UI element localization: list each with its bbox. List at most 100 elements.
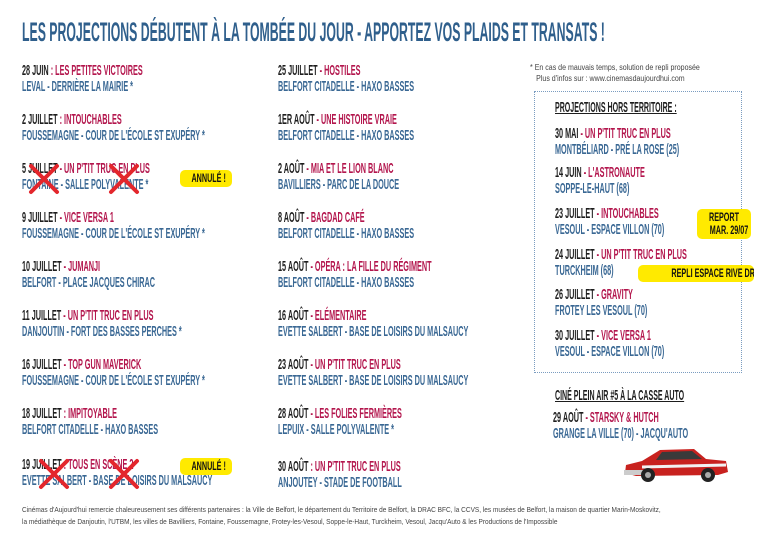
screening-date: 23 JUILLET	[555, 205, 595, 222]
screening-place: VESOUL - ESPACE VILLON (70)	[555, 221, 665, 238]
screening-film: UN P'TIT TRUC EN PLUS	[601, 246, 687, 263]
screening-film: OPÉRA : LA FILLE DU RÉGIMENT	[314, 258, 432, 275]
screening-film: UN P'TIT TRUC EN PLUS	[314, 458, 401, 475]
screening-date: 10 JUILLET	[22, 258, 62, 275]
screening-separator: -	[594, 286, 602, 303]
screening-place: FOUSSEMAGNE - COUR DE L'ÉCOLE ST EXUPÉRY…	[22, 225, 205, 242]
screening-date: 11 JUILLET	[22, 307, 62, 324]
screening-place: BELFORT CITADELLE - HAXO BASSES	[278, 274, 415, 291]
screening-separator: -	[308, 405, 315, 422]
screening-place: ANJOUTEY - STADE DE FOOTBALL	[278, 474, 402, 491]
screening-place: BAVILLIERS - PARC DE LA DOUCE	[278, 176, 400, 193]
out-of-territory-heading: PROJECTIONS HORS TERRITOIRE :	[555, 99, 677, 116]
screening-entry: 23 AOÛT - UN P'TIT TRUC EN PLUS EVETTE SA…	[278, 357, 671, 389]
screening-separator: -	[594, 327, 602, 344]
screening-separator: -	[61, 356, 69, 373]
screening-date: 16 JUILLET	[22, 356, 62, 373]
screening-place: BELFORT CITADELLE - HAXO BASSES	[22, 421, 159, 438]
partners-footer: Cinémas d'Aujourd'hui remercie chaleureu…	[22, 504, 748, 528]
note-line-2: Plus d'infos sur : www.cinemasdaujourdhu…	[536, 74, 685, 83]
cancel-cross-icon	[39, 459, 69, 489]
screening-film: UN P'TIT TRUC EN PLUS	[67, 307, 154, 324]
screening-entry: 14 JUIN - L'ASTRONAUTE SOPPE-LE-HAUT (68)	[555, 165, 740, 197]
screening-date: 25 JUILLET	[278, 62, 318, 79]
screening-entry: 16 JUILLET - TOP GUN MAVERICK FOUSSEMAGNE…	[22, 357, 399, 389]
screening-date: 9 JUILLET	[22, 209, 58, 226]
screening-separator: -	[57, 209, 65, 226]
weather-note: * En cas de mauvais temps, solution de r…	[530, 62, 700, 84]
screening-entry: 23 JUILLET - INTOUCHABLES VESOUL - ESPACE…	[555, 206, 768, 238]
screening-date: 29 AOÛT	[553, 409, 584, 426]
screening-film: INTOUCHABLES	[601, 205, 659, 222]
screening-title-line: 2 JUILLET : INTOUCHABLES	[22, 112, 205, 128]
screening-entry: 8 AOÛT - BAGDAD CAFÉ BELFORT CITADELLE - …	[278, 210, 559, 242]
screening-title-line: 30 AOÛT : UN P'TIT TRUC EN PLUS	[278, 459, 402, 475]
screening-place: FOUSSEMAGNE - COUR DE L'ÉCOLE ST EXUPÉRY…	[22, 372, 205, 389]
screening-title-line: 23 JUILLET - INTOUCHABLES	[555, 206, 664, 222]
screening-place: LEVAL - DERRIÈRE LA MAIRIE *	[22, 78, 134, 95]
screening-entry: 29 AOÛT - STARSKY & HUTCH GRANGE LA VILLE…	[553, 410, 768, 442]
cancelled-badge: ANNULÉ !	[180, 170, 232, 187]
screening-entry: 2 AOÛT - MIA ET LE LION BLANC BAVILLIERS …	[278, 161, 528, 193]
screening-place: EVETTE SALBERT - BASE DE LOISIRS DU MALS…	[278, 372, 469, 389]
screening-film: STARSKY & HUTCH	[589, 409, 659, 426]
screening-title-line: 18 JUILLET : IMPITOYABLE	[22, 406, 158, 422]
screening-film: MIA ET LE LION BLANC	[310, 160, 394, 177]
screening-title-line: 16 JUILLET - TOP GUN MAVERICK	[22, 357, 205, 373]
screening-entry: 2 JUILLET : INTOUCHABLES FOUSSEMAGNE - CO…	[22, 112, 399, 144]
screening-date: 23 AOÛT	[278, 356, 309, 373]
screening-title-line: 30 MAI - UN P'TIT TRUC EN PLUS	[555, 126, 679, 142]
screening-date: 24 JUILLET	[555, 246, 595, 263]
screening-film: TOP GUN MAVERICK	[68, 356, 142, 373]
screening-separator: -	[61, 258, 69, 275]
screening-film: GRAVITY	[601, 286, 633, 303]
screening-separator: -	[57, 160, 65, 177]
screening-entry: 26 JUILLET - GRAVITY FROTEY LES VESOUL (7…	[555, 287, 745, 319]
screening-title-line: 25 JUILLET - HOSTILES	[278, 63, 414, 79]
screening-entry: 18 JUILLET : IMPITOYABLE BELFORT CITADELL…	[22, 406, 303, 438]
screening-title-line: 24 JUILLET - UN P'TIT TRUC EN PLUS	[555, 247, 687, 263]
footer-line-2: la médiathèque de Danjoutin, l'UTBM, les…	[22, 517, 558, 526]
screening-separator: :	[61, 405, 69, 422]
screening-entry: 28 AOÛT - LES FOLIES FERMIÈRES LEPUIX - S…	[278, 406, 533, 438]
screening-separator: -	[578, 125, 585, 142]
footer-line-1: Cinémas d'Aujourd'hui remercie chaleureu…	[22, 505, 661, 514]
cancel-cross-icon	[29, 164, 59, 194]
screening-title-line: 14 JUIN - L'ASTRONAUTE	[555, 165, 645, 181]
screening-entry: 30 MAI - UN P'TIT TRUC EN PLUS MONTBÉLIAR…	[555, 126, 768, 158]
screening-place: DANJOUTIN - FORT DES BASSES PERCHES *	[22, 323, 182, 340]
screening-entry: 9 JUILLET - VICE VERSA 1 FOUSSEMAGNE - CO…	[22, 210, 399, 242]
screening-separator: -	[304, 209, 311, 226]
screening-place: BELFORT CITADELLE - HAXO BASSES	[278, 225, 415, 242]
screening-title-line: 28 AOÛT - LES FOLIES FERMIÈRES	[278, 406, 402, 422]
screening-date: 1ER AOÛT	[278, 111, 315, 128]
screening-date: 8 AOÛT	[278, 209, 305, 226]
screening-film: BAGDAD CAFÉ	[310, 209, 365, 226]
screening-title-line: 10 JUILLET - JUMANJI	[22, 259, 155, 275]
screening-entry: 11 JUILLET - UN P'TIT TRUC EN PLUS DANJOU…	[22, 308, 351, 340]
screening-separator: -	[594, 205, 602, 222]
screening-date: 2 AOÛT	[278, 160, 305, 177]
screening-date: 15 AOÛT	[278, 258, 309, 275]
screening-date: 2 JUILLET	[22, 111, 58, 128]
screening-separator: -	[304, 160, 311, 177]
screening-separator: -	[581, 164, 589, 181]
casse-auto-heading: CINÉ PLEIN AIR #5 À LA CASSE AUTO	[555, 387, 685, 404]
screening-film: HOSTILES	[324, 62, 361, 79]
screening-separator: :	[57, 111, 65, 128]
screening-place: EVETTE SALBERT - BASE DE LOISIRS DU MALS…	[278, 323, 469, 340]
screening-place: BELFORT - PLACE JACQUES CHIRAC	[22, 274, 155, 291]
screening-film: ELÉMENTAIRE	[314, 307, 367, 324]
screening-date: 28 AOÛT	[278, 405, 309, 422]
screening-separator: -	[594, 246, 602, 263]
screening-film: JUMANJI	[68, 258, 101, 275]
note-line-1: * En cas de mauvais temps, solution de r…	[530, 63, 700, 72]
screening-entry: 24 JUILLET - UN P'TIT TRUC EN PLUS TURCKH…	[555, 247, 768, 279]
screening-film: VICE VERSA 1	[64, 209, 114, 226]
report-badge: REPORT MAR. 29/07	[697, 209, 751, 239]
screening-place: VESOUL - ESPACE VILLON (70)	[555, 343, 665, 360]
screening-separator: -	[308, 258, 315, 275]
screening-film: LES PETITES VICTOIRES	[55, 62, 143, 79]
screening-entry: 30 AOÛT : UN P'TIT TRUC EN PLUS ANJOUTEY …	[278, 459, 533, 491]
